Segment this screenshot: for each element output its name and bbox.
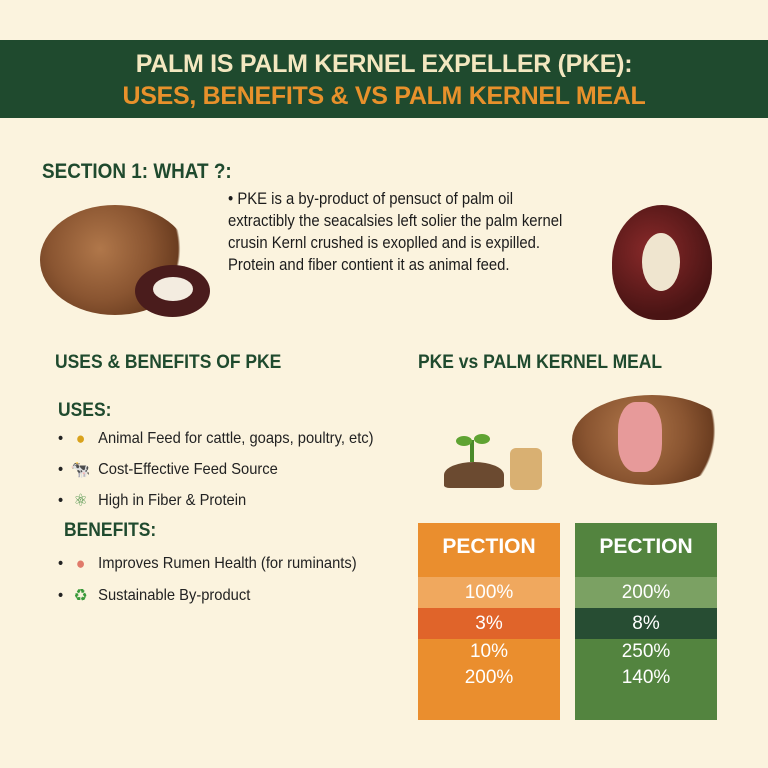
feed-sack-image <box>510 448 542 490</box>
soil-sprout-image <box>444 434 504 488</box>
value-cell: 200% <box>464 667 514 688</box>
item-label: Improves Rumen Health (for ruminants) <box>98 555 357 572</box>
uses-benefits-title: USES & BENEFITS OF PKE <box>55 352 282 373</box>
coins-icon: ● <box>75 429 86 448</box>
item-label: Sustainable By-product <box>98 587 251 604</box>
item-label: Cost-Effective Feed Source <box>98 461 278 478</box>
recycle-icon: ♻ <box>73 586 88 605</box>
value-cell: 250% <box>621 641 671 662</box>
benefits-heading: BENEFITS: <box>64 520 157 541</box>
column-header: PECTION <box>599 535 693 558</box>
body-line: • PKE is a by-product of pensuct of palm… <box>228 190 514 208</box>
list-item: • ● Improves Rumen Health (for ruminants) <box>58 554 357 573</box>
body-line: extractibly the seacalsies left solier t… <box>228 212 563 230</box>
value-cell: 3% <box>418 608 560 639</box>
value-cell: 200% <box>575 577 717 608</box>
stomach-image <box>618 402 662 472</box>
comparison-title: PKE vs PALM KERNEL MEAL <box>418 352 663 373</box>
body-line: Protein and fiber contient it as animal … <box>228 256 510 274</box>
list-item: • ● Animal Feed for cattle, goaps, poultry… <box>58 429 374 448</box>
value-cell: 140% <box>621 667 671 688</box>
uses-heading: USES: <box>58 400 112 421</box>
title-line2: USES, BENEFITS & VS PALM KERNEL MEAL <box>122 82 646 110</box>
item-label: High in Fiber & Protein <box>98 492 247 509</box>
stomach-icon: ● <box>75 554 86 573</box>
palm-fruit-image <box>135 265 210 317</box>
value-cell: 100% <box>418 577 560 608</box>
body-line: crusin Kernl crushed is exoplled and is … <box>228 234 541 252</box>
pke-column: PECTION 100% 3% 10% 200% <box>418 523 560 720</box>
molecule-icon: ⚛ <box>73 491 88 510</box>
cow-icon: 🐄 <box>70 460 91 479</box>
section1-title: SECTION 1: WHAT ?: <box>42 160 232 183</box>
list-item: • ⚛ High in Fiber & Protein <box>58 491 247 510</box>
list-item: • ♻ Sustainable By-product <box>58 586 251 605</box>
section1-body: • PKE is a by-product of pensuct of palm… <box>228 188 606 276</box>
column-header: PECTION <box>442 535 536 558</box>
title-line1: PALM IS PALM KERNEL EXPELLER (PKE): <box>135 50 633 78</box>
header-banner: PALM IS PALM KERNEL EXPELLER (PKE): USES… <box>0 40 768 118</box>
item-label: Animal Feed for cattle, goaps, poultry, … <box>98 430 374 447</box>
list-item: • 🐄 Cost-Effective Feed Source <box>58 460 278 479</box>
value-cell: 10% <box>469 641 509 662</box>
palm-fruit-cut-image <box>612 205 712 320</box>
pkm-column: PECTION 200% 8% 250% 140% <box>575 523 717 720</box>
value-cell: 8% <box>575 608 717 639</box>
